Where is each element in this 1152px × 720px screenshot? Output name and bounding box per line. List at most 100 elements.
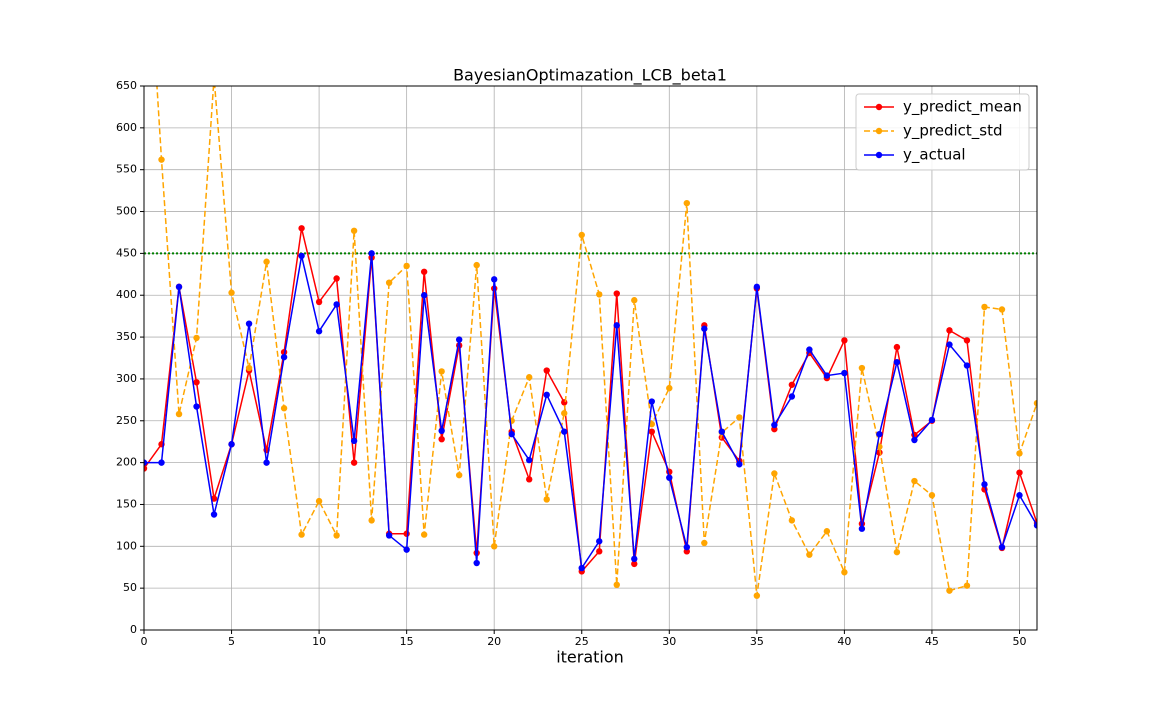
data-point — [403, 262, 410, 270]
data-point — [508, 430, 515, 438]
data-point — [998, 306, 1006, 313]
data-point — [701, 325, 708, 332]
legend-label: y_predict_std — [903, 122, 1003, 141]
data-point — [806, 551, 813, 558]
x-tick-label: 50 — [1012, 635, 1026, 648]
data-point — [1016, 469, 1023, 476]
legend-label: y_actual — [903, 146, 966, 165]
data-point — [893, 358, 901, 366]
data-point — [1016, 450, 1023, 457]
data-point — [490, 276, 498, 283]
data-point — [280, 405, 288, 412]
data-point — [613, 290, 620, 297]
data-point — [403, 530, 410, 537]
data-point — [823, 372, 831, 379]
y-tick-label: 200 — [116, 456, 137, 469]
y-tick-label: 550 — [116, 163, 137, 176]
data-point — [473, 559, 480, 567]
x-tick-label: 25 — [575, 635, 589, 648]
data-point — [298, 531, 305, 538]
data-point — [666, 474, 673, 481]
data-point — [263, 258, 270, 265]
data-point — [841, 337, 848, 344]
data-point — [315, 328, 323, 335]
plot-area — [144, 86, 1037, 599]
y-tick-label: 400 — [116, 288, 137, 301]
data-point — [526, 374, 533, 381]
data-point — [981, 303, 988, 311]
data-point — [455, 471, 463, 479]
data-point — [648, 398, 655, 405]
data-point — [893, 548, 901, 556]
y-tick-label: 450 — [116, 246, 137, 259]
data-point — [350, 437, 358, 445]
legend-label: y_predict_mean — [903, 98, 1022, 117]
data-point — [144, 459, 148, 466]
data-point — [438, 435, 445, 443]
y-tick-label: 350 — [116, 330, 137, 343]
legend-marker — [875, 127, 883, 135]
data-point — [858, 364, 866, 372]
data-point — [315, 298, 323, 306]
legend-box — [855, 93, 1030, 171]
data-point — [333, 275, 340, 282]
data-point — [333, 301, 340, 308]
y-tick-label: 100 — [116, 539, 137, 552]
x-tick-label: 35 — [750, 635, 764, 648]
data-point — [333, 532, 340, 539]
legend-marker — [875, 151, 883, 159]
data-point — [385, 279, 393, 286]
data-point — [455, 336, 463, 343]
data-point — [596, 291, 603, 298]
data-point — [893, 343, 901, 351]
data-point — [648, 428, 655, 435]
data-point — [385, 532, 393, 539]
series-line — [156, 86, 1037, 596]
x-tick-label: 0 — [141, 635, 148, 648]
data-point — [245, 364, 253, 372]
x-tick-label: 30 — [662, 635, 676, 648]
data-point — [683, 199, 691, 207]
data-point — [210, 511, 218, 518]
data-point — [1016, 492, 1023, 499]
data-point — [561, 428, 568, 435]
data-point — [350, 227, 358, 234]
data-point — [193, 379, 200, 386]
data-point — [613, 581, 620, 589]
data-point — [543, 391, 550, 399]
data-point — [596, 538, 603, 545]
data-point — [718, 428, 726, 435]
data-point — [928, 492, 936, 499]
data-point — [876, 430, 883, 438]
data-point — [613, 322, 620, 329]
axes-frame — [143, 85, 1038, 631]
grid — [143, 85, 1037, 631]
data-point — [245, 320, 253, 327]
data-point — [175, 283, 183, 291]
data-point — [368, 517, 375, 524]
data-point — [473, 261, 480, 269]
data-point — [788, 381, 796, 388]
y-tick-label: 500 — [116, 205, 137, 218]
data-point — [998, 543, 1006, 551]
data-point — [175, 410, 183, 418]
data-point — [420, 531, 428, 538]
data-point — [858, 525, 866, 532]
data-point — [701, 539, 708, 547]
x-axis-label: iteration — [556, 648, 624, 667]
data-point — [963, 337, 971, 344]
data-point — [823, 528, 831, 535]
data-point — [578, 564, 585, 572]
data-point — [911, 477, 918, 485]
x-tick-label: 45 — [925, 635, 939, 648]
data-point — [490, 543, 498, 550]
data-point — [543, 367, 550, 374]
data-point — [526, 476, 533, 483]
data-point — [1033, 522, 1037, 529]
legend-marker — [875, 103, 883, 111]
data-point — [578, 231, 585, 239]
data-point — [543, 496, 550, 503]
x-tick-label: 20 — [487, 635, 501, 648]
data-point — [788, 393, 796, 400]
